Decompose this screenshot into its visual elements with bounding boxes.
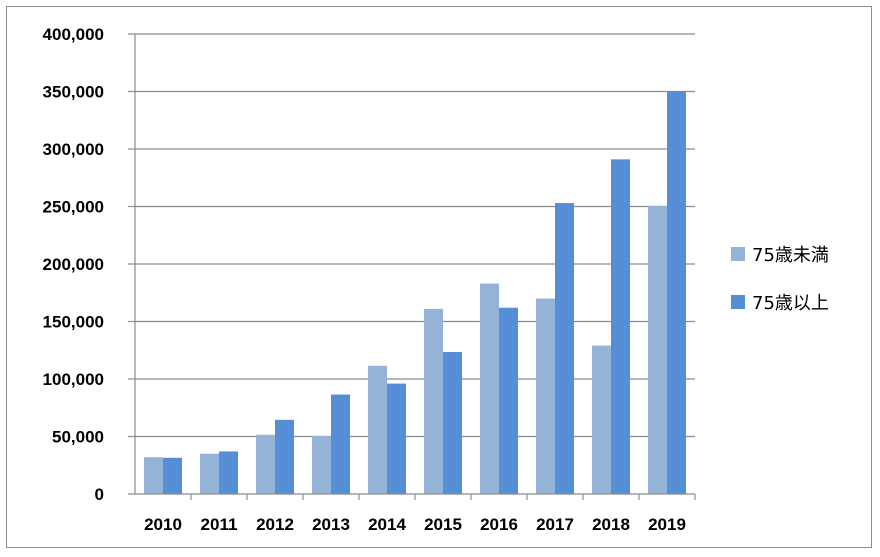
bar-1-2017 [536, 298, 555, 494]
y-tick-label: 350,000 [43, 83, 104, 102]
bar-1-2015 [424, 308, 443, 494]
bar-2-2017 [555, 203, 574, 495]
bar-2-2012 [275, 419, 294, 494]
bar-1-2013 [312, 435, 331, 494]
legend-swatch-series-1 [731, 247, 745, 261]
x-tick-label: 2010 [144, 515, 182, 534]
x-tick-label: 2017 [536, 515, 574, 534]
legend-swatch-series-2 [731, 295, 745, 309]
x-tick-label: 2018 [592, 515, 630, 534]
x-tick-label: 2015 [424, 515, 462, 534]
bar-2-2015 [443, 351, 462, 494]
bar-1-2019 [648, 205, 667, 495]
bar-2-2014 [387, 383, 406, 494]
bar-2-2019 [667, 91, 686, 494]
bar-2-2018 [611, 159, 630, 494]
y-tick-label: 400,000 [43, 25, 104, 44]
legend-label-series-2: 75歳以上 [752, 293, 829, 314]
y-tick-label: 50,000 [52, 428, 104, 447]
bars [144, 91, 686, 495]
bar-1-2010 [144, 457, 163, 494]
x-tick-label: 2019 [648, 515, 686, 534]
bar-2-2013 [331, 394, 350, 494]
y-tick-label: 100,000 [43, 370, 104, 389]
y-tick-label: 250,000 [43, 198, 104, 217]
y-axis-ticks: 0 50,000 100,000 150,000 200,000 250,000 300,0… [43, 25, 135, 504]
x-tick-label: 2011 [201, 515, 238, 534]
x-tick-label: 2014 [368, 515, 406, 534]
legend-label-series-1: 75歳未満 [752, 245, 829, 266]
x-axis-ticks: 2010 2011 2012 2013 2014 2015 2016 2017 2018 2019 [144, 494, 696, 534]
bar-1-2018 [592, 345, 611, 494]
y-tick-label: 200,000 [43, 255, 104, 274]
x-tick-label: 2012 [256, 515, 294, 534]
bar-2-2011 [219, 451, 238, 494]
bar-2-2010 [163, 457, 182, 494]
legend: 75歳未満 75歳以上 [731, 245, 829, 314]
bar-1-2011 [200, 453, 219, 494]
bar-1-2016 [480, 283, 499, 494]
bar-2-2016 [499, 307, 518, 494]
bar-1-2012 [256, 434, 275, 494]
y-tick-label: 150,000 [43, 313, 104, 332]
x-tick-label: 2013 [312, 515, 350, 534]
bar-1-2014 [368, 365, 387, 494]
y-tick-label: 300,000 [43, 140, 104, 159]
y-tick-label: 0 [95, 485, 104, 504]
x-tick-label: 2016 [480, 515, 518, 534]
